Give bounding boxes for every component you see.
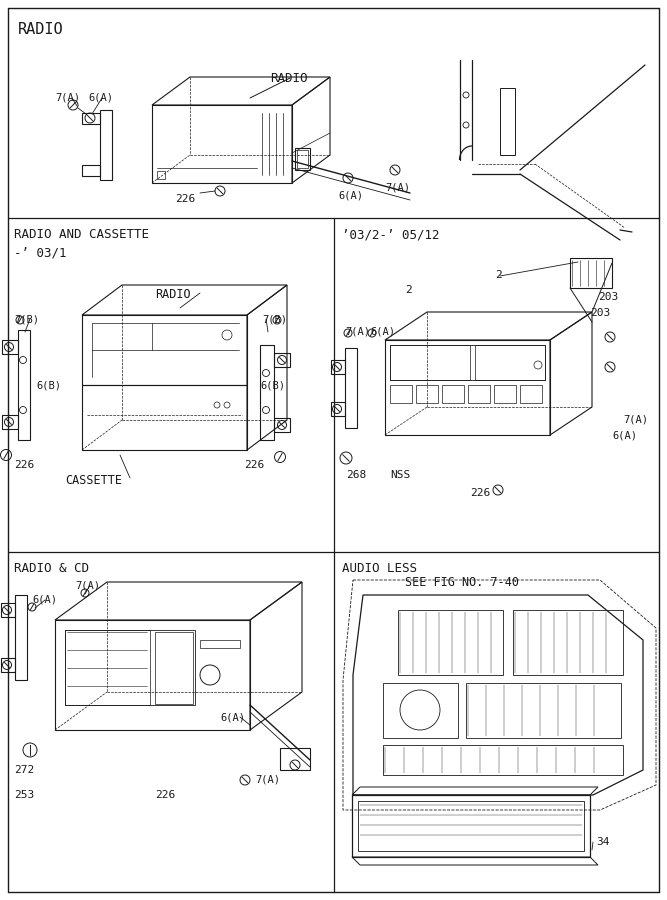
Bar: [513, 610, 623, 675]
Text: SEE FIG NO. 7-40: SEE FIG NO. 7-40: [405, 576, 519, 589]
Bar: [570, 258, 612, 288]
Text: 6(A): 6(A): [612, 430, 637, 440]
Text: 6(A): 6(A): [32, 595, 57, 605]
Text: 7(A): 7(A): [255, 775, 280, 785]
Text: 2: 2: [495, 270, 502, 280]
Text: RADIO & CD: RADIO & CD: [14, 562, 89, 575]
Text: ’03/2-’ 05/12: ’03/2-’ 05/12: [342, 228, 440, 241]
Bar: [466, 683, 621, 738]
Bar: [494, 385, 516, 403]
Bar: [297, 150, 308, 168]
Text: 7(A): 7(A): [385, 183, 410, 193]
Text: RADIO: RADIO: [18, 22, 63, 37]
Bar: [390, 345, 470, 380]
Text: CASSETTE: CASSETTE: [65, 474, 122, 487]
Bar: [331, 360, 345, 374]
Bar: [475, 345, 545, 380]
Text: 7(A): 7(A): [75, 580, 100, 590]
Bar: [385, 340, 550, 435]
Text: RADIO: RADIO: [155, 288, 191, 301]
Text: 7(B): 7(B): [262, 315, 287, 325]
Bar: [200, 640, 240, 648]
Bar: [416, 385, 438, 403]
Text: 7(A): 7(A): [345, 326, 370, 336]
Text: 203: 203: [590, 308, 610, 318]
Bar: [520, 385, 542, 403]
Bar: [1, 603, 15, 617]
Bar: [280, 748, 310, 770]
Text: -’ 03/1: -’ 03/1: [14, 246, 67, 259]
Text: 2: 2: [405, 285, 412, 295]
Text: 226: 226: [244, 460, 264, 470]
Text: RADIO: RADIO: [270, 72, 307, 85]
Bar: [390, 385, 412, 403]
Text: 253: 253: [14, 790, 34, 800]
Text: 268: 268: [346, 470, 366, 480]
Bar: [2, 415, 18, 429]
Bar: [331, 402, 345, 416]
Bar: [157, 171, 165, 179]
Text: 272: 272: [14, 765, 34, 775]
Text: 6(A): 6(A): [370, 326, 395, 336]
Bar: [65, 630, 150, 705]
Text: 226: 226: [14, 460, 34, 470]
Bar: [352, 795, 590, 857]
Bar: [358, 801, 584, 851]
Text: 7(A): 7(A): [55, 92, 80, 102]
Text: 6(B): 6(B): [36, 380, 61, 390]
Text: 226: 226: [155, 790, 175, 800]
Bar: [398, 610, 503, 675]
Bar: [55, 620, 250, 730]
Text: 6(A): 6(A): [220, 712, 245, 722]
Bar: [274, 353, 290, 367]
Text: RADIO AND CASSETTE: RADIO AND CASSETTE: [14, 228, 149, 241]
Text: 6(A): 6(A): [88, 92, 113, 102]
Text: NSS: NSS: [390, 470, 410, 480]
Text: AUDIO LESS: AUDIO LESS: [342, 562, 417, 575]
Bar: [15, 595, 27, 680]
Bar: [1, 658, 15, 672]
Bar: [383, 745, 623, 775]
Text: 226: 226: [470, 488, 490, 498]
Bar: [468, 385, 490, 403]
Text: 7(B): 7(B): [14, 315, 39, 325]
Bar: [65, 630, 195, 705]
Text: 203: 203: [598, 292, 618, 302]
Bar: [383, 683, 458, 738]
Bar: [2, 340, 18, 354]
Bar: [274, 418, 290, 432]
Text: 7(A): 7(A): [623, 415, 648, 425]
Bar: [442, 385, 464, 403]
Bar: [295, 148, 310, 170]
Bar: [390, 345, 545, 380]
Text: 34: 34: [596, 837, 610, 847]
Text: 226: 226: [175, 194, 195, 204]
Text: 6(A): 6(A): [338, 190, 363, 200]
Bar: [345, 348, 357, 428]
Bar: [155, 632, 193, 704]
Text: 6(B): 6(B): [260, 380, 285, 390]
